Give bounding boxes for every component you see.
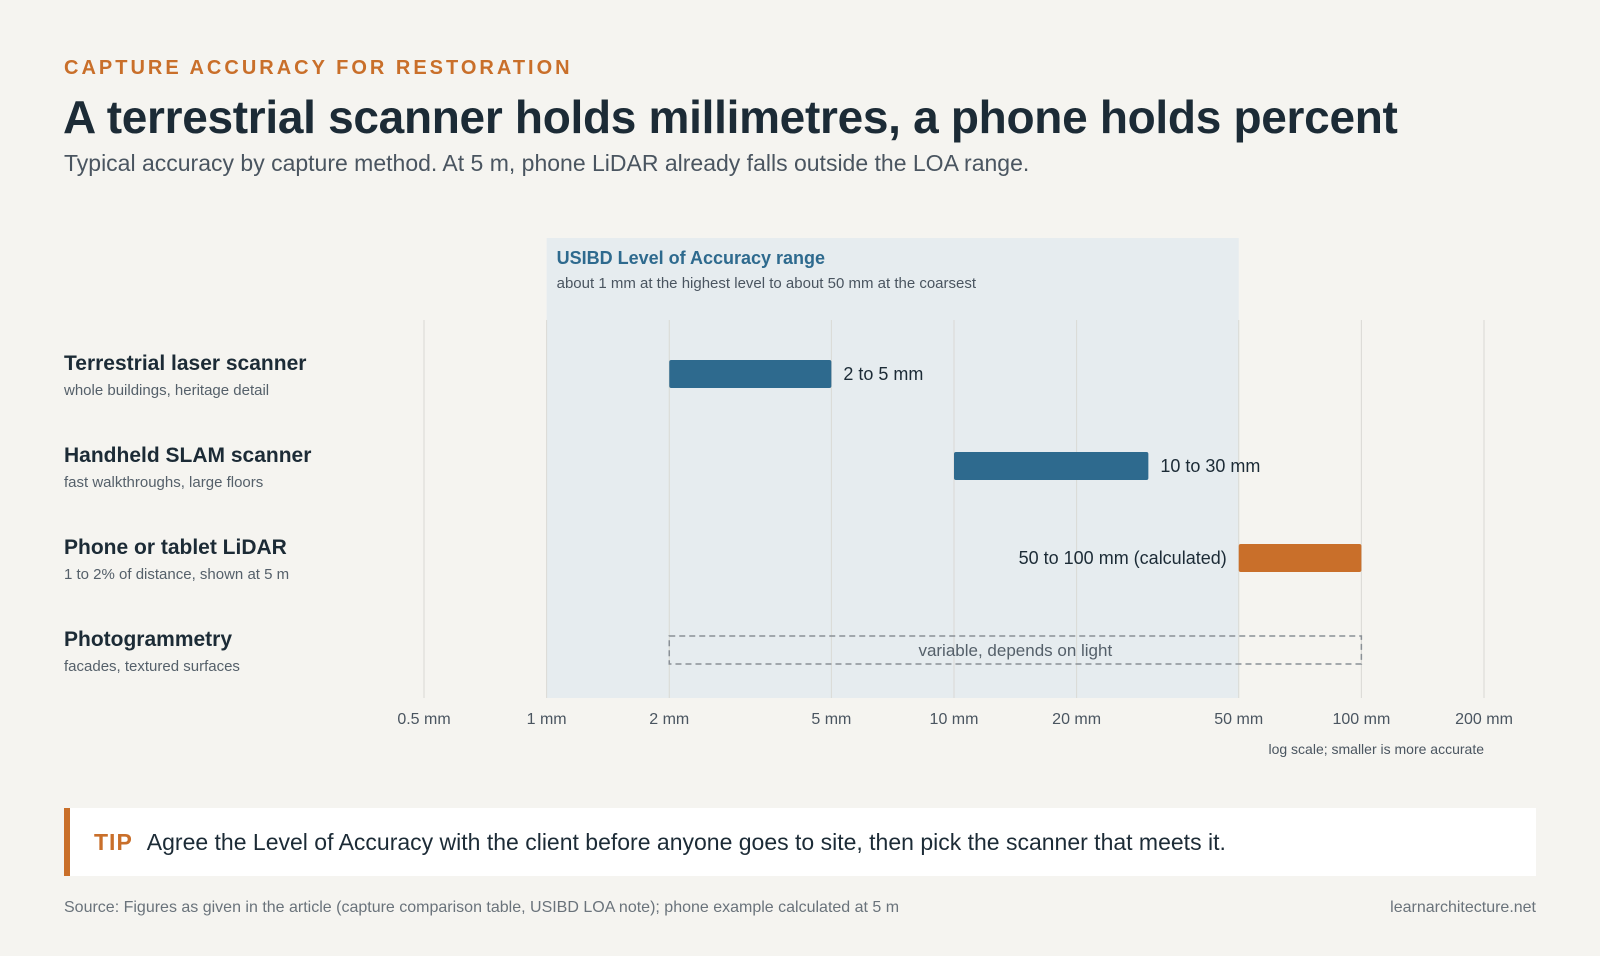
x-tick-label: 0.5 mm bbox=[397, 711, 450, 728]
row-name: Photogrammetry bbox=[64, 628, 233, 651]
x-tick-label: 20 mm bbox=[1052, 711, 1101, 728]
tip-tag: TIP bbox=[94, 828, 133, 855]
x-tick-label: 5 mm bbox=[811, 711, 851, 728]
range-bar bbox=[954, 452, 1149, 480]
row-label-phone: Phone or tablet LiDAR 1 to 2% of distanc… bbox=[64, 536, 289, 583]
row-label-photogrammetry: Photogrammetry facades, textured surface… bbox=[64, 628, 240, 675]
row-desc: facades, textured surfaces bbox=[64, 658, 240, 675]
x-tick-label: 50 mm bbox=[1214, 711, 1263, 728]
x-tick-label: 2 mm bbox=[649, 711, 689, 728]
chart-subtitle: Typical accuracy by capture method. At 5… bbox=[64, 150, 1030, 176]
row-desc: whole buildings, heritage detail bbox=[64, 382, 270, 399]
site-credit: learnarchitecture.net bbox=[1390, 899, 1536, 916]
x-tick-label: 100 mm bbox=[1332, 711, 1390, 728]
accuracy-chart: USIBD Level of Accuracy range about 1 mm … bbox=[397, 238, 1513, 757]
tip-callout: TIP Agree the Level of Accuracy with the… bbox=[64, 808, 1536, 876]
row-name: Phone or tablet LiDAR bbox=[64, 536, 287, 559]
row-name: Handheld SLAM scanner bbox=[64, 444, 312, 467]
range-bar bbox=[669, 360, 832, 388]
eyebrow-label: CAPTURE ACCURACY FOR RESTORATION bbox=[64, 57, 573, 79]
bar-data-label: variable, depends on light bbox=[918, 641, 1112, 660]
bar-data-label: 10 to 30 mm bbox=[1160, 456, 1260, 476]
tip-text: Agree the Level of Accuracy with the cli… bbox=[146, 828, 1226, 855]
x-tick-label: 1 mm bbox=[527, 711, 567, 728]
axis-note: log scale; smaller is more accurate bbox=[1268, 741, 1484, 757]
x-tick-label: 200 mm bbox=[1455, 711, 1513, 728]
row-label-terrestrial: Terrestrial laser scanner whole building… bbox=[64, 352, 306, 399]
row-desc: fast walkthroughs, large floors bbox=[64, 474, 264, 491]
row-desc: 1 to 2% of distance, shown at 5 m bbox=[64, 566, 290, 583]
x-tick-label: 10 mm bbox=[930, 711, 979, 728]
loa-band-note: about 1 mm at the highest level to about… bbox=[557, 275, 977, 292]
loa-band-title: USIBD Level of Accuracy range bbox=[557, 248, 825, 268]
chart-title: A terrestrial scanner holds millimetres,… bbox=[63, 91, 1398, 143]
bar-data-label: 50 to 100 mm (calculated) bbox=[1019, 548, 1227, 568]
row-name: Terrestrial laser scanner bbox=[64, 352, 307, 375]
bar-data-label: 2 to 5 mm bbox=[843, 364, 923, 384]
source-note: Source: Figures as given in the article … bbox=[64, 899, 900, 916]
range-bar bbox=[1238, 544, 1362, 572]
row-label-slam: Handheld SLAM scanner fast walkthroughs,… bbox=[64, 444, 311, 491]
